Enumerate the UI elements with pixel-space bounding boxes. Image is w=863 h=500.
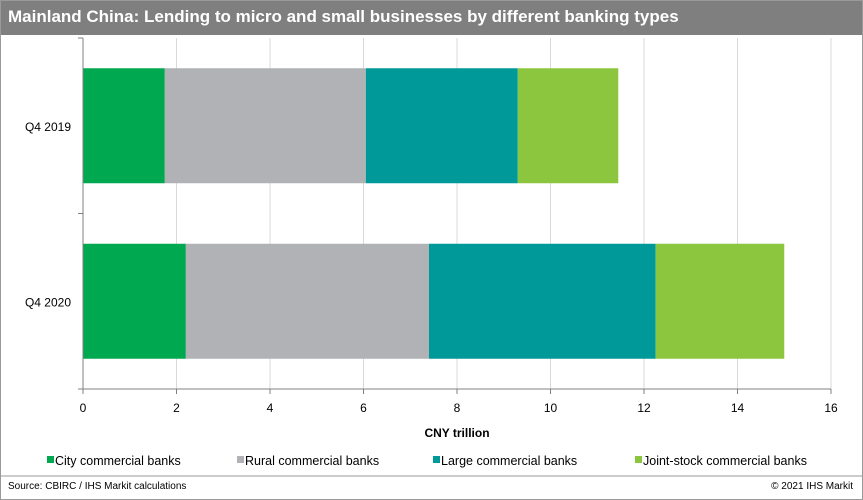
bar-segment	[164, 68, 366, 184]
bar-segment	[83, 243, 186, 359]
legend-swatch	[237, 456, 244, 463]
legend-label: Large commercial banks	[441, 454, 577, 468]
legend-swatch	[433, 456, 440, 463]
bar-segment	[655, 243, 785, 359]
legend-swatch	[47, 456, 54, 463]
x-tick-label: 4	[267, 401, 274, 415]
x-axis-title: CNY trillion	[424, 426, 489, 440]
legend-label: City commercial banks	[55, 454, 181, 468]
x-tick-label: 10	[544, 401, 558, 415]
category-label: Q4 2019	[25, 120, 71, 134]
bar-segment	[428, 243, 656, 359]
bar-segment	[185, 243, 429, 359]
chart-title: Mainland China: Lending to micro and sma…	[8, 7, 679, 26]
x-tick-label: 0	[80, 401, 87, 415]
legend-label: Joint-stock commercial banks	[643, 454, 807, 468]
legend-label: Rural commercial banks	[245, 454, 379, 468]
bar-segment	[517, 68, 619, 184]
x-tick-label: 16	[824, 401, 838, 415]
bar-segment	[365, 68, 518, 184]
legend-swatch	[635, 456, 642, 463]
x-tick-label: 2	[173, 401, 180, 415]
x-tick-label: 6	[360, 401, 367, 415]
x-tick-label: 14	[731, 401, 745, 415]
title-bar: Mainland China: Lending to micro and sma…	[1, 1, 862, 35]
category-label: Q4 2020	[25, 295, 71, 309]
x-tick-label: 12	[637, 401, 651, 415]
x-tick-label: 8	[454, 401, 461, 415]
copyright-note: © 2021 IHS Markit	[771, 481, 853, 492]
bar-segment	[83, 68, 165, 184]
source-note: Source: CBIRC / IHS Markit calculations	[8, 481, 187, 492]
